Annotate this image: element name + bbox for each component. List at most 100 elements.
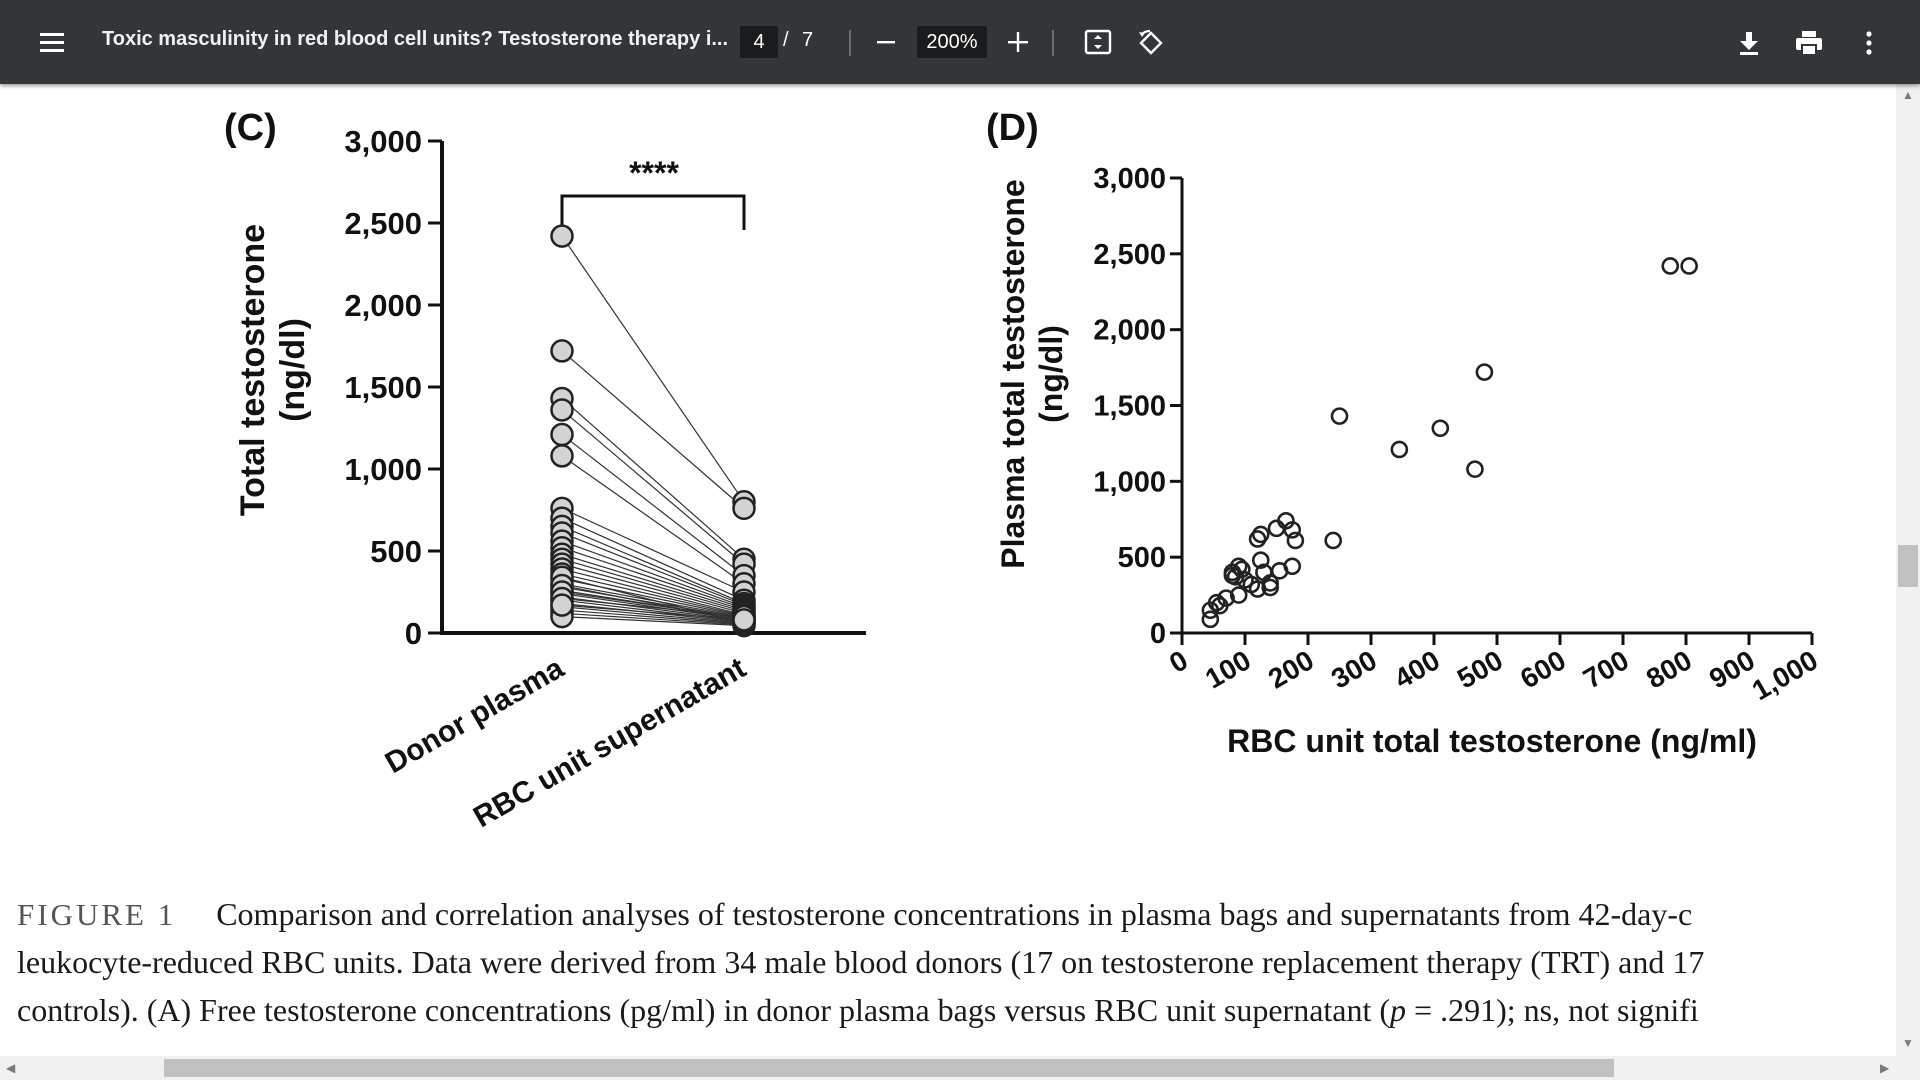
scroll-left-arrow-icon[interactable]: ◀: [6, 1061, 16, 1075]
total-pages: 7: [802, 29, 814, 51]
panel-c-ylabel-line1: Total testosterone: [234, 224, 272, 516]
fit-page-icon: [1084, 29, 1112, 55]
caption-text-1: Comparison and correlation analyses of t…: [216, 896, 1693, 932]
fit-page-button[interactable]: [1080, 24, 1116, 60]
panel-c-ytick-label: 0: [405, 616, 422, 651]
page-number-input[interactable]: 4: [740, 26, 778, 58]
figure-1-charts: (C) Total testosterone (ng/dl) 3,000 2,50…: [224, 107, 1823, 834]
scatter-point: [1466, 460, 1484, 479]
panel-d-ytick-label: 1,500: [1093, 391, 1166, 423]
zoom-out-icon: [877, 41, 895, 44]
zoom-out-button[interactable]: [868, 24, 904, 60]
panel-d-xtick-label: 300: [1326, 644, 1382, 694]
print-button[interactable]: [1790, 24, 1828, 62]
zoom-in-icon: [1008, 32, 1028, 52]
donor-plasma-point: [550, 593, 574, 617]
paired-line: [561, 525, 745, 605]
more-icon: [1866, 31, 1872, 55]
rbc-supernatant-point: [732, 608, 756, 632]
scatter-point: [1251, 551, 1270, 570]
paired-line: [561, 517, 745, 601]
panel-c-ytick-label: 3,000: [344, 124, 422, 159]
scatter-point: [1211, 596, 1229, 615]
figure-caption-line-3: controls). (A) Free testosterone concent…: [17, 992, 1699, 1029]
scatter-point: [1201, 610, 1220, 629]
panel-d-ylabel-line2: (ng/dl): [1033, 325, 1069, 423]
paired-line: [561, 609, 745, 625]
caption-text-3a: controls). (A) Free testosterone concent…: [17, 992, 1391, 1028]
paired-line: [561, 573, 745, 617]
panel-d-ylabel-line1: Plasma total testosterone: [995, 179, 1031, 568]
panel-c-ytick-label: 2,500: [344, 206, 422, 241]
scatter-point: [1283, 557, 1302, 576]
scatter-point: [1286, 531, 1305, 550]
panel-c-ytick-label: 2,000: [344, 288, 422, 323]
panel-c-ytick-label: 1,000: [344, 452, 422, 487]
panel-d: (D) Plasma total testosterone (ng/dl) 3,…: [986, 107, 1823, 759]
more-actions-button[interactable]: [1850, 24, 1888, 62]
figure-label: FIGURE 1: [17, 897, 177, 932]
menu-button[interactable]: [34, 24, 70, 60]
caption-text-3b: = .291); ns, not signifi: [1406, 992, 1699, 1028]
scatter-point: [1223, 566, 1242, 585]
paired-line: [561, 553, 745, 611]
panel-d-ytick-label: 2,000: [1093, 315, 1166, 347]
download-button[interactable]: [1730, 24, 1768, 62]
paired-line: [561, 398, 745, 560]
panel-d-ytick-label: 3,000: [1093, 163, 1166, 195]
scatter-point: [1390, 440, 1409, 459]
figure-caption-line-1: FIGURE 1 Comparison and correlation analy…: [17, 896, 1692, 933]
panel-d-xtick-label: 500: [1452, 644, 1508, 694]
rotate-button[interactable]: [1132, 24, 1170, 62]
document-title: Toxic masculinity in red blood cell unit…: [102, 28, 729, 50]
scatter-point: [1324, 531, 1342, 550]
panel-c-ytick-label: 1,500: [344, 370, 422, 405]
caption-p-symbol: p: [1390, 992, 1407, 1028]
rbc-supernatant-point: [732, 496, 756, 521]
paired-line: [561, 235, 745, 503]
zoom-in-button[interactable]: [1000, 24, 1036, 60]
panel-c-significance: ****: [629, 155, 679, 191]
panel-c-label: (C): [224, 107, 277, 149]
donor-plasma-point: [550, 422, 574, 447]
panel-d-xtick-label: 1,000: [1747, 644, 1823, 706]
panel-d-ytick-label: 2,500: [1093, 239, 1166, 271]
paired-line: [561, 532, 745, 606]
paired-line: [561, 596, 745, 622]
paired-line: [561, 434, 745, 577]
paired-line: [561, 547, 745, 609]
print-icon: [1796, 31, 1822, 56]
panel-d-xtick-label: 0: [1164, 644, 1193, 679]
paired-line: [561, 540, 745, 608]
paired-line: [561, 558, 745, 613]
scroll-down-arrow-icon[interactable]: ▼: [1902, 1036, 1914, 1050]
horizontal-scrollbar-thumb[interactable]: [164, 1059, 1614, 1077]
panel-d-ytick-label: 0: [1150, 618, 1166, 650]
panel-d-ytick-label: 1,000: [1093, 466, 1166, 498]
paired-line: [561, 612, 745, 626]
donor-plasma-point: [550, 444, 574, 468]
scatter-point: [1248, 530, 1267, 548]
scatter-point: [1229, 586, 1248, 604]
page-separator: /: [783, 29, 789, 51]
panel-d-xtick-label: 400: [1389, 644, 1445, 694]
scatter-point: [1201, 601, 1220, 620]
panel-c-ylabel-line2: (ng/dl): [274, 318, 312, 422]
panel-c-ytick-label: 500: [370, 534, 422, 569]
scroll-right-arrow-icon[interactable]: ▶: [1880, 1061, 1890, 1075]
scatter-point: [1680, 257, 1698, 275]
scroll-up-arrow-icon[interactable]: ▲: [1902, 88, 1914, 102]
toolbar-divider: [849, 30, 851, 56]
zoom-level-input[interactable]: 200%: [917, 26, 987, 58]
paired-line: [561, 584, 745, 623]
scatter-point: [1475, 363, 1494, 381]
paired-line: [561, 350, 745, 509]
paired-line: [561, 563, 745, 614]
paired-line: [561, 604, 745, 621]
paired-line: [561, 616, 745, 627]
pdf-toolbar: Toxic masculinity in red blood cell unit…: [0, 0, 1920, 84]
vertical-scrollbar-thumb[interactable]: [1898, 545, 1918, 587]
significance-bracket: [560, 194, 746, 230]
panel-d-ytick-label: 500: [1118, 542, 1166, 574]
x-category-donor-plasma: Donor plasma: [380, 651, 570, 780]
